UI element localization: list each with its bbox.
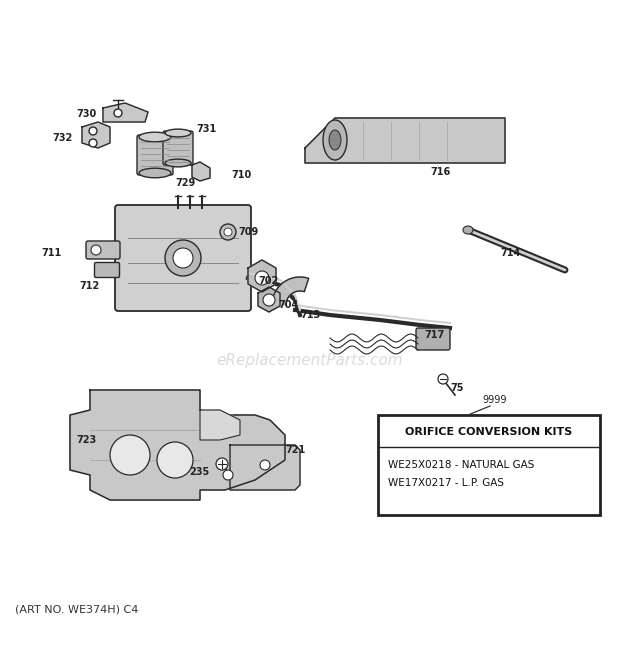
Text: ORIFICE CONVERSION KITS: ORIFICE CONVERSION KITS (405, 427, 573, 437)
Polygon shape (200, 410, 240, 440)
Text: (ART NO. WE374H) C4: (ART NO. WE374H) C4 (15, 605, 138, 615)
Text: 713: 713 (300, 310, 321, 320)
Text: 235: 235 (190, 467, 210, 477)
FancyBboxPatch shape (137, 135, 173, 175)
Circle shape (89, 127, 97, 135)
Polygon shape (248, 260, 276, 292)
Circle shape (91, 245, 101, 255)
Ellipse shape (139, 132, 171, 142)
Circle shape (110, 435, 150, 475)
Polygon shape (103, 103, 148, 122)
Circle shape (255, 271, 269, 285)
Polygon shape (70, 390, 285, 500)
Text: 9999: 9999 (483, 395, 507, 405)
FancyBboxPatch shape (115, 205, 251, 311)
Circle shape (165, 240, 201, 276)
Ellipse shape (165, 129, 191, 137)
Ellipse shape (165, 159, 191, 167)
Circle shape (157, 442, 193, 478)
Circle shape (224, 228, 232, 236)
Ellipse shape (463, 226, 473, 234)
Text: 716: 716 (430, 167, 450, 177)
Polygon shape (305, 118, 505, 163)
Polygon shape (230, 445, 300, 490)
Text: 729: 729 (175, 178, 195, 188)
Text: 712: 712 (80, 281, 100, 291)
Polygon shape (82, 122, 110, 148)
Text: 731: 731 (196, 124, 216, 134)
FancyBboxPatch shape (416, 328, 450, 350)
Text: 721: 721 (285, 445, 305, 455)
Text: 723: 723 (77, 435, 97, 445)
FancyBboxPatch shape (86, 241, 120, 259)
Circle shape (216, 458, 228, 470)
Polygon shape (258, 287, 280, 312)
Circle shape (114, 109, 122, 117)
Ellipse shape (323, 120, 347, 160)
Text: 710: 710 (231, 170, 251, 180)
Polygon shape (192, 162, 210, 181)
Polygon shape (272, 277, 309, 305)
Text: 714: 714 (500, 248, 520, 258)
Text: 732: 732 (53, 133, 73, 143)
Text: 730: 730 (77, 109, 97, 119)
Text: WE25X0218 - NATURAL GAS: WE25X0218 - NATURAL GAS (388, 460, 534, 470)
Text: 704: 704 (278, 300, 298, 310)
Text: 711: 711 (42, 248, 62, 258)
Text: 709: 709 (238, 227, 259, 237)
Text: 717: 717 (424, 330, 445, 340)
Ellipse shape (329, 130, 341, 150)
Circle shape (223, 470, 233, 480)
Circle shape (89, 139, 97, 147)
Circle shape (263, 294, 275, 306)
Circle shape (260, 460, 270, 470)
Circle shape (438, 374, 448, 384)
Text: WE17X0217 - L.P. GAS: WE17X0217 - L.P. GAS (388, 478, 504, 488)
Text: eReplacementParts.com: eReplacementParts.com (216, 352, 404, 368)
Text: 702: 702 (258, 276, 278, 286)
Text: 75: 75 (450, 383, 464, 393)
Circle shape (220, 224, 236, 240)
FancyBboxPatch shape (94, 262, 120, 278)
Circle shape (173, 248, 193, 268)
Bar (378, 415, 600, 515)
FancyBboxPatch shape (163, 131, 193, 165)
Ellipse shape (139, 168, 171, 178)
